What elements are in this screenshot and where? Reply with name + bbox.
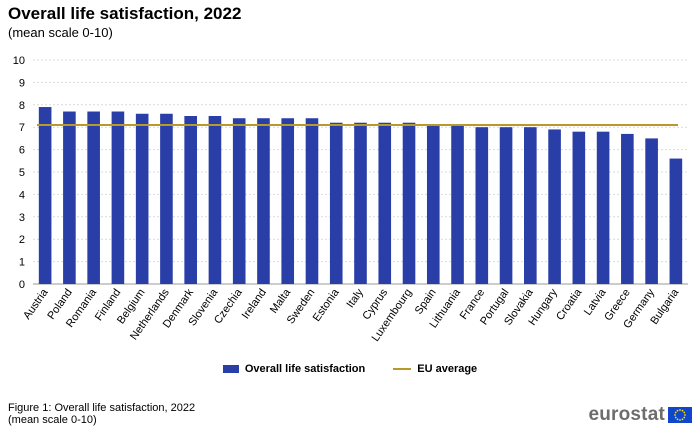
bar-chart: 012345678910AustriaPolandRomaniaFinlandB… (13, 55, 688, 344)
y-tick-label: 0 (19, 279, 25, 291)
bar (63, 111, 76, 285)
figure-caption: Figure 1: Overall life satisfaction, 202… (8, 402, 195, 426)
bar (329, 122, 343, 284)
bar (621, 133, 634, 284)
y-tick-label: 7 (19, 122, 25, 134)
bar (135, 113, 149, 284)
y-tick-label: 4 (19, 189, 25, 201)
bar (160, 113, 173, 284)
chart-subtitle: (mean scale 0-10) (8, 25, 113, 40)
caption-line-2: (mean scale 0-10) (8, 414, 97, 426)
bar (38, 107, 52, 284)
legend: Overall life satisfaction EU average (0, 363, 700, 375)
eu-flag-icon (668, 407, 692, 423)
legend-label-line: EU average (417, 363, 478, 375)
legend-item-line: EU average (393, 363, 477, 375)
x-tick-label: Croatia (554, 286, 585, 323)
y-tick-label: 2 (19, 234, 25, 246)
x-tick-label: Italy (345, 286, 367, 310)
bar (208, 116, 222, 284)
eurostat-logo: eurostat (588, 404, 692, 426)
legend-swatch-line (393, 368, 412, 370)
bar (354, 122, 367, 284)
legend-label-bar: Overall life satisfaction (244, 363, 366, 375)
x-tick-label: Ireland (240, 287, 269, 321)
bar (524, 127, 537, 284)
caption-line-1: Figure 1: Overall life satisfaction, 202… (8, 402, 196, 414)
bar (184, 116, 197, 284)
bar (451, 124, 464, 285)
bar (87, 111, 100, 285)
bar (475, 127, 489, 284)
bar (645, 138, 658, 284)
bar (305, 118, 319, 285)
y-tick-label: 1 (19, 257, 25, 269)
logo-text: eurostat (588, 404, 665, 425)
bar (402, 122, 416, 284)
y-tick-label: 10 (13, 55, 25, 67)
legend-swatch-bar (222, 365, 239, 373)
bar (596, 131, 610, 284)
bar (111, 111, 125, 285)
bar (232, 118, 246, 285)
x-tick-label: Estonia (311, 286, 342, 324)
bar (548, 129, 561, 284)
y-tick-label: 9 (19, 77, 25, 89)
bar (499, 127, 513, 284)
bar (669, 158, 683, 284)
bar (257, 118, 270, 285)
y-tick-label: 5 (19, 167, 25, 179)
y-tick-label: 8 (19, 100, 25, 112)
legend-item-bar: Overall life satisfaction (222, 363, 366, 375)
bar (281, 118, 295, 285)
bar (572, 131, 586, 284)
chart-title: Overall life satisfaction, 2022 (8, 4, 242, 23)
y-tick-label: 3 (19, 212, 25, 224)
bar (426, 124, 440, 285)
bar (378, 122, 392, 284)
y-tick-label: 6 (19, 145, 25, 157)
